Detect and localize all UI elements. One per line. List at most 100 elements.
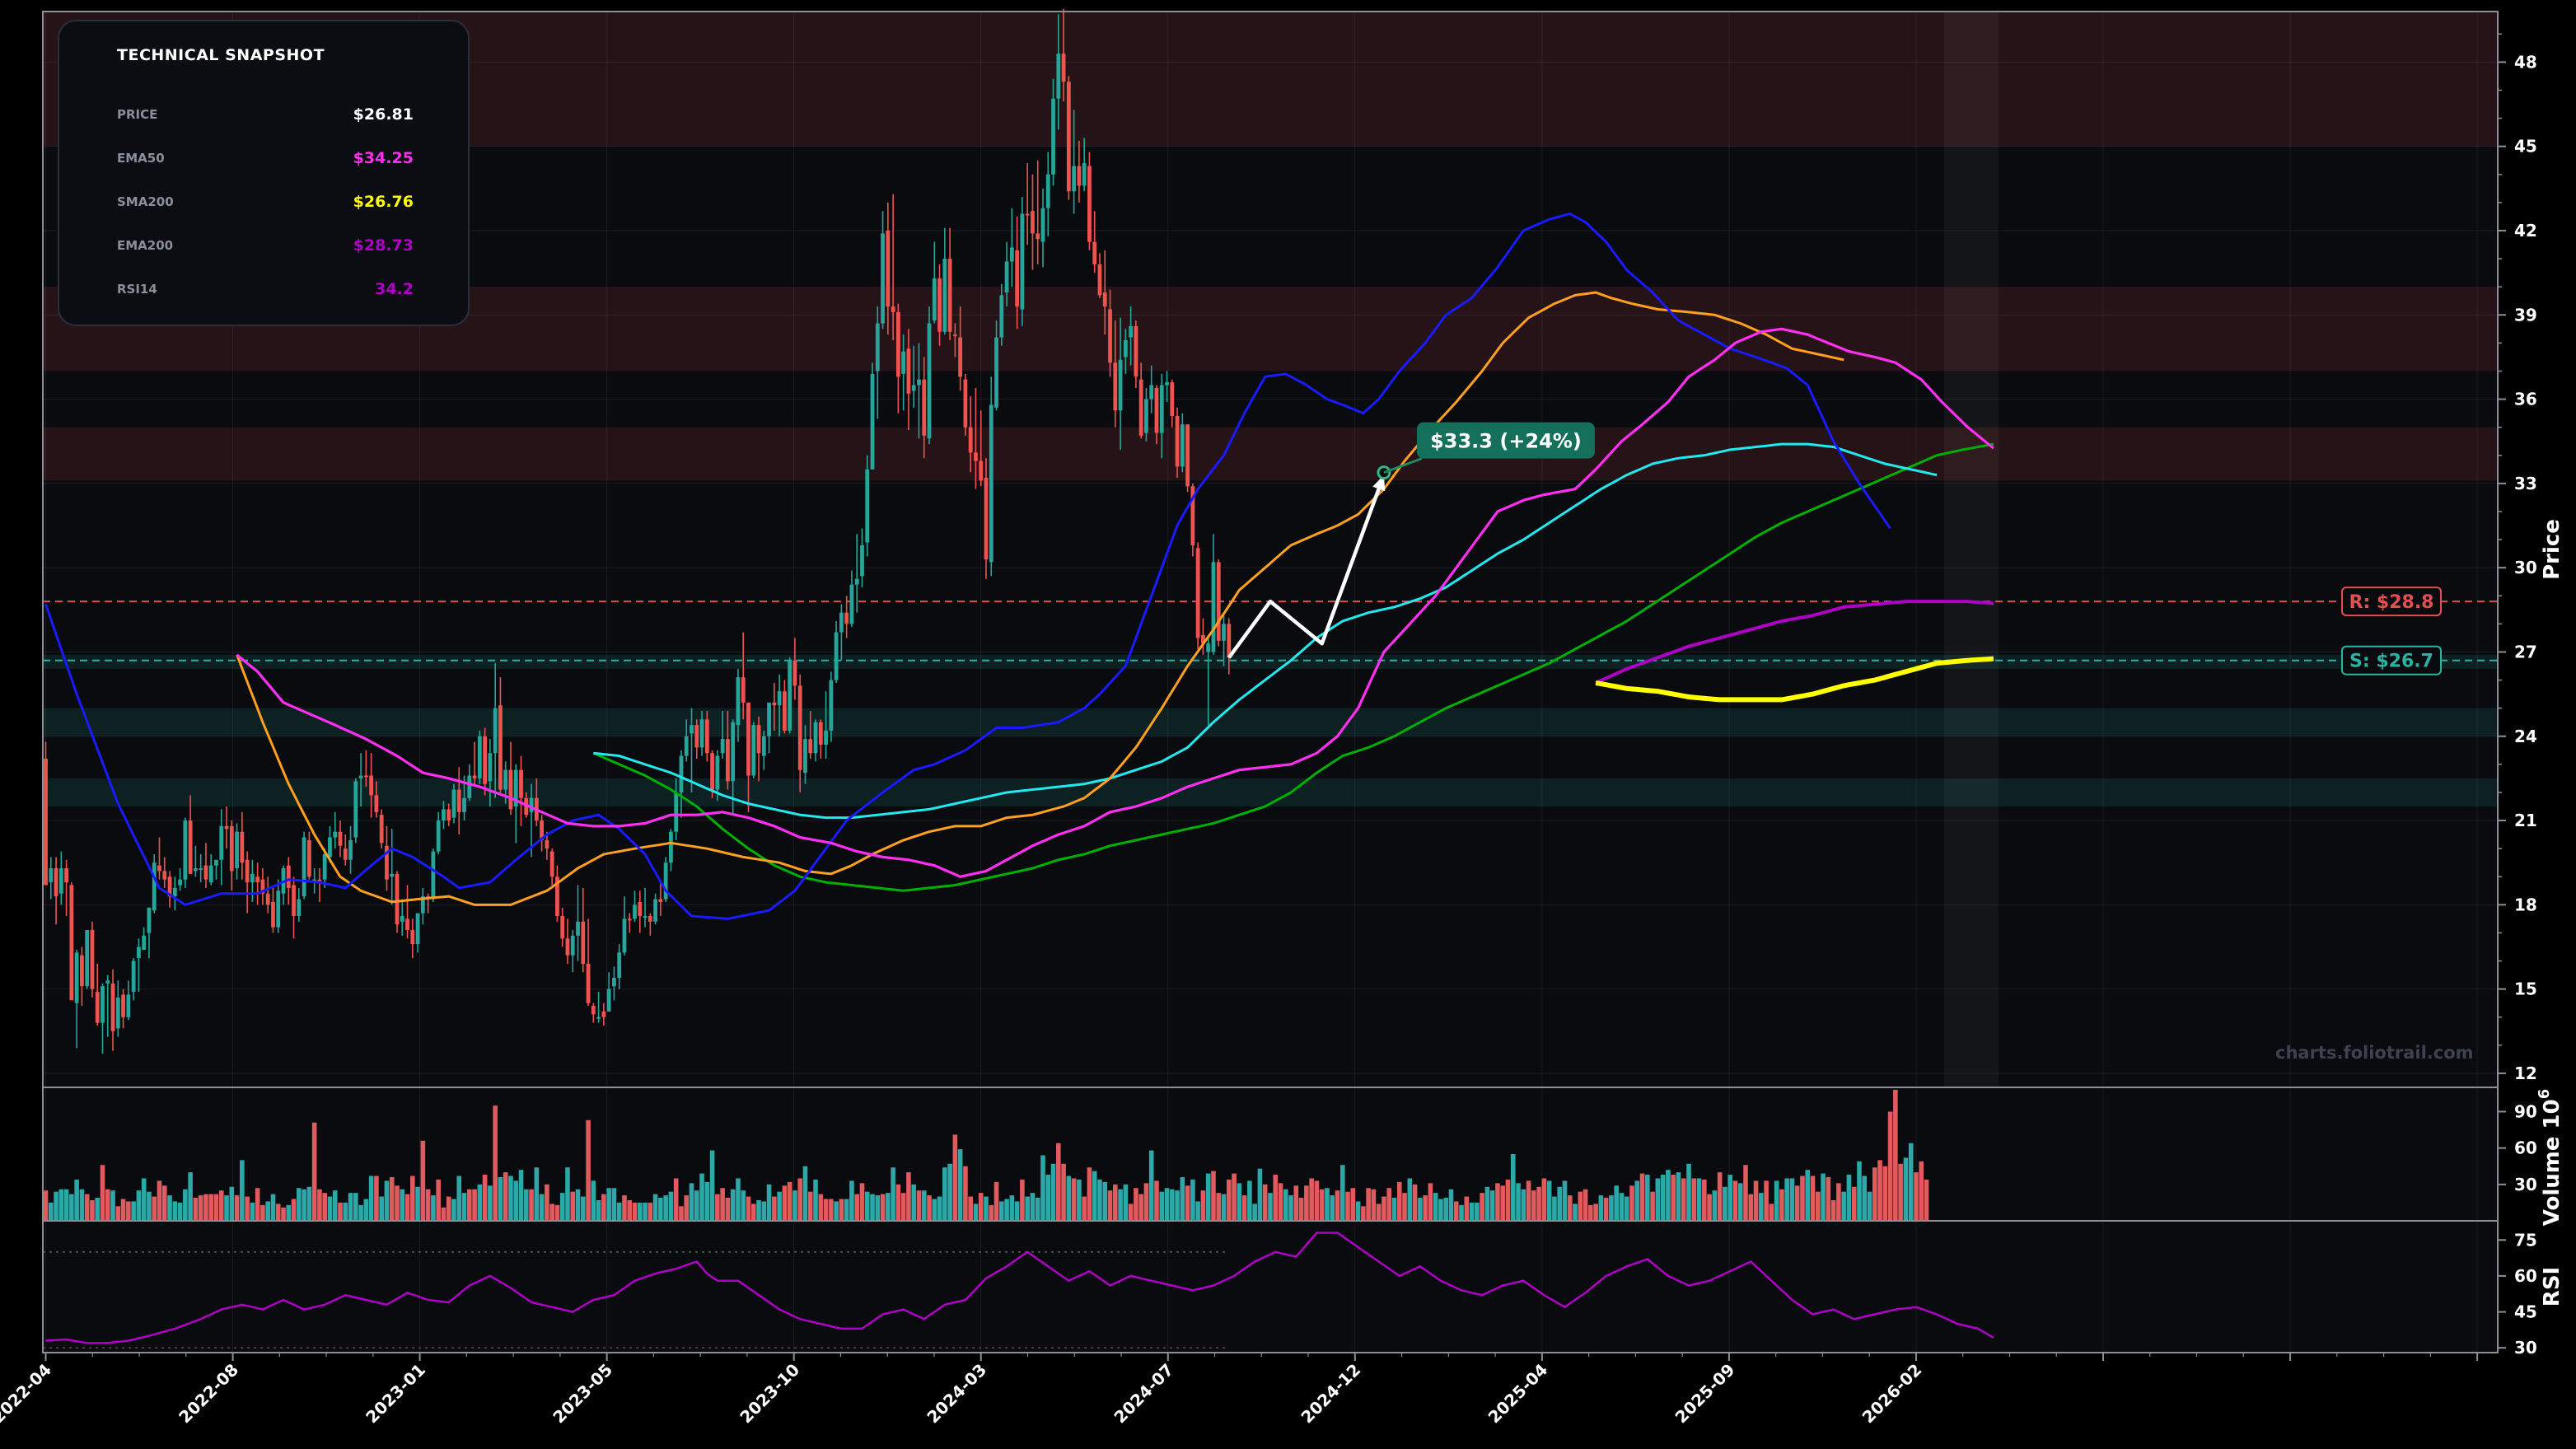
candle-body bbox=[803, 739, 807, 774]
volume-bar bbox=[286, 1204, 292, 1221]
ma-line-cyan bbox=[593, 442, 1938, 820]
volume-bar bbox=[218, 1190, 224, 1221]
volume-bar bbox=[1082, 1196, 1087, 1221]
volume-bar bbox=[1273, 1175, 1279, 1221]
candle-body bbox=[788, 660, 792, 731]
volume-bar bbox=[978, 1193, 984, 1221]
candle-body bbox=[865, 469, 870, 543]
volume-bar bbox=[1464, 1196, 1470, 1221]
volume-bar bbox=[823, 1199, 829, 1221]
volume-bar bbox=[741, 1190, 746, 1221]
snapshot-row-ema200: EMA200 $28.73 bbox=[117, 236, 414, 263]
support-zone bbox=[43, 708, 2498, 736]
volume-bar bbox=[989, 1204, 994, 1221]
candle-body bbox=[870, 373, 875, 470]
candle-body bbox=[1036, 233, 1040, 240]
candle-body bbox=[999, 295, 1004, 338]
volume-bar bbox=[1418, 1198, 1423, 1221]
volume-bar bbox=[265, 1201, 270, 1221]
projection-label: $33.3 (+24%) bbox=[1430, 430, 1582, 453]
volume-bar bbox=[1810, 1176, 1816, 1221]
volume-bar bbox=[1433, 1193, 1438, 1221]
candle-body bbox=[203, 865, 208, 880]
volume-bar bbox=[1588, 1204, 1593, 1221]
volume-bar bbox=[1035, 1198, 1040, 1221]
volume-bar bbox=[1175, 1190, 1180, 1221]
volume-bar bbox=[1841, 1191, 1846, 1221]
volume-bar bbox=[1030, 1193, 1036, 1221]
volume-bar bbox=[322, 1193, 327, 1221]
volume-bar bbox=[673, 1178, 679, 1221]
candle-body bbox=[1045, 174, 1050, 208]
volume-bar bbox=[1438, 1199, 1443, 1221]
candle-body bbox=[617, 952, 622, 979]
candle-body bbox=[265, 893, 270, 905]
volume-bar bbox=[1443, 1198, 1449, 1221]
volume-bar bbox=[281, 1207, 286, 1221]
candle-body bbox=[1056, 54, 1061, 99]
volume-bar bbox=[1598, 1195, 1604, 1221]
candle-body bbox=[271, 901, 275, 928]
volume-bar bbox=[518, 1170, 524, 1221]
volume-bar bbox=[1639, 1173, 1645, 1221]
volume-bar bbox=[580, 1196, 586, 1221]
volume-bar bbox=[74, 1179, 79, 1221]
volume-bar bbox=[859, 1183, 865, 1221]
volume-bar bbox=[1691, 1178, 1697, 1221]
volume-bar bbox=[844, 1199, 849, 1221]
volume-bar bbox=[488, 1185, 493, 1221]
volume-bar bbox=[1335, 1190, 1340, 1221]
volume-bar bbox=[208, 1194, 214, 1221]
volume-bar bbox=[467, 1189, 472, 1221]
volume-bar bbox=[234, 1195, 240, 1221]
volume-bar bbox=[1686, 1163, 1691, 1221]
candle-body bbox=[286, 865, 291, 888]
candle-body bbox=[1040, 208, 1045, 242]
volume-bar bbox=[306, 1186, 312, 1221]
candle-body bbox=[746, 702, 750, 776]
volume-bar bbox=[586, 1119, 591, 1221]
volume-bar bbox=[1386, 1188, 1392, 1221]
volume-bar bbox=[1748, 1194, 1754, 1221]
volume-bar bbox=[864, 1191, 870, 1221]
snapshot-value: 34.2 bbox=[375, 280, 414, 298]
candle-body bbox=[927, 323, 932, 439]
volume-bar bbox=[591, 1180, 596, 1221]
volume-bar bbox=[1857, 1161, 1862, 1221]
candle-body bbox=[379, 815, 384, 844]
rsi-axis-label: RSI bbox=[2540, 1267, 2564, 1306]
volume-bar bbox=[1247, 1180, 1252, 1221]
volume-bar bbox=[637, 1202, 643, 1221]
volume-bar bbox=[1123, 1184, 1129, 1221]
volume-bar bbox=[1495, 1183, 1500, 1221]
candle-body bbox=[255, 876, 260, 883]
candle-body bbox=[606, 989, 611, 1012]
volume-bar bbox=[1614, 1185, 1619, 1221]
volume-bar bbox=[1232, 1173, 1237, 1221]
projection-leader bbox=[1383, 457, 1423, 474]
candle-body bbox=[69, 885, 74, 1001]
ma-line-blue bbox=[44, 213, 1891, 920]
candle-body bbox=[601, 1011, 606, 1017]
volume-bar bbox=[1562, 1180, 1568, 1221]
volume-bar bbox=[1148, 1150, 1154, 1221]
snapshot-label: EMA200 bbox=[117, 238, 174, 253]
candle-body bbox=[322, 853, 327, 880]
snapshot-value: $28.73 bbox=[353, 236, 414, 255]
volume-bar bbox=[1557, 1186, 1562, 1221]
volume-bar bbox=[534, 1167, 540, 1221]
candle-body bbox=[1061, 54, 1066, 82]
candle-body bbox=[260, 879, 265, 894]
volume-bar bbox=[802, 1166, 808, 1221]
snapshot-row-ema50: EMA50 $34.25 bbox=[117, 149, 414, 175]
candle-body bbox=[400, 915, 404, 922]
technical-snapshot-panel: TECHNICAL SNAPSHOT PRICE $26.81 EMA50 $3… bbox=[58, 20, 470, 326]
candle-body bbox=[881, 233, 885, 324]
candle-body bbox=[1180, 424, 1185, 467]
volume-bar bbox=[425, 1189, 431, 1221]
candle-body bbox=[121, 994, 125, 1017]
candle-body bbox=[363, 775, 368, 778]
volume-bar bbox=[1371, 1189, 1377, 1221]
volume-bar bbox=[1882, 1166, 1888, 1221]
volume-bar bbox=[761, 1201, 767, 1221]
